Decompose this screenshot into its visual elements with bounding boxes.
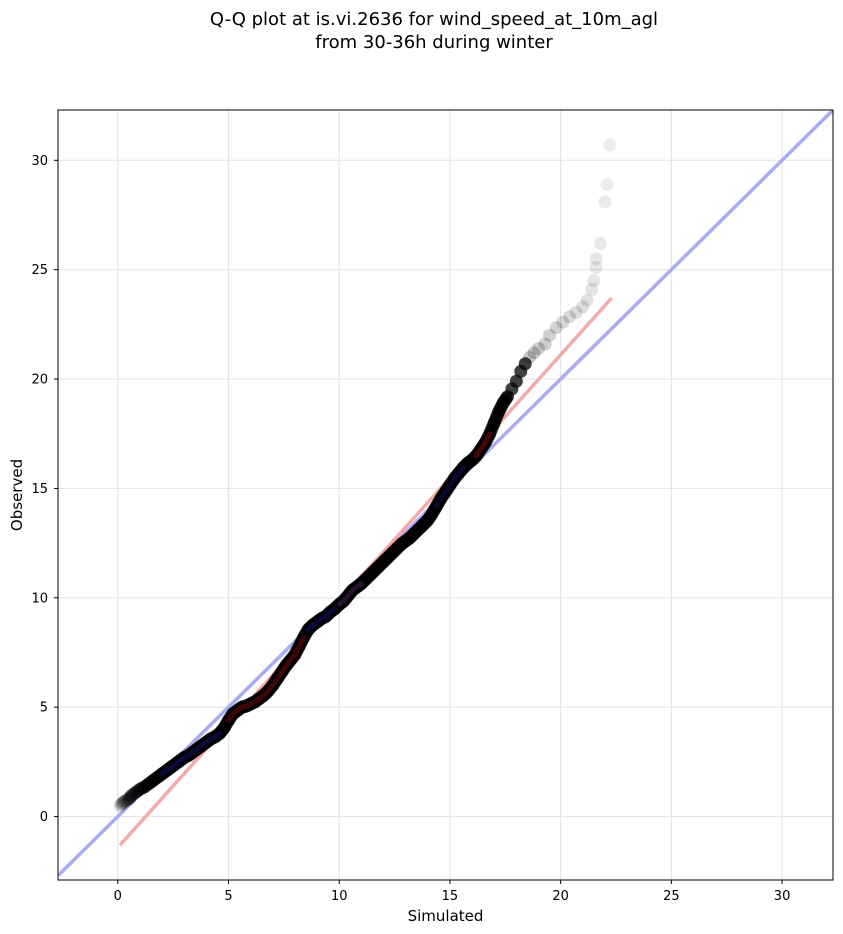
data-point bbox=[600, 177, 614, 191]
data-point bbox=[543, 328, 557, 342]
plot-frame bbox=[57, 109, 834, 881]
data-point-fill bbox=[114, 798, 128, 812]
x-axis-label: Simulated bbox=[408, 907, 484, 925]
data-point-fill bbox=[117, 795, 131, 809]
x-tick-label: 10 bbox=[331, 889, 348, 904]
data-point-fill bbox=[126, 787, 140, 801]
data-points bbox=[113, 138, 616, 813]
x-tick-label: 30 bbox=[774, 889, 791, 904]
data-point bbox=[585, 282, 599, 296]
axis-ticks: 0 5 10 15 20 25 30 0 5 10 15 20 25 30 bbox=[31, 154, 790, 904]
data-point bbox=[124, 789, 138, 803]
data-point-fill bbox=[114, 798, 128, 812]
chart-title-line-1: Q-Q plot at is.vi.2636 for wind_speed_at… bbox=[209, 9, 659, 30]
y-axis-label: Observed bbox=[8, 459, 26, 531]
line-overlap-highlight bbox=[474, 431, 493, 459]
data-point bbox=[509, 374, 523, 388]
data-point bbox=[129, 786, 142, 799]
data-point bbox=[602, 138, 616, 152]
data-point-fill bbox=[116, 796, 130, 810]
data-point bbox=[549, 321, 563, 335]
data-point bbox=[527, 346, 541, 360]
data-point bbox=[569, 305, 583, 319]
x-tick-label: 20 bbox=[552, 889, 569, 904]
x-tick-label: 5 bbox=[224, 889, 232, 904]
y-tick-label: 5 bbox=[40, 701, 48, 716]
x-tick-label: 15 bbox=[442, 889, 459, 904]
data-point bbox=[576, 300, 590, 314]
data-point-fill bbox=[122, 791, 136, 805]
data-point bbox=[589, 261, 603, 274]
data-point-fill bbox=[127, 786, 141, 800]
data-point bbox=[598, 195, 612, 209]
data-point-fill bbox=[123, 790, 137, 804]
data-point bbox=[523, 350, 537, 364]
data-point-fill bbox=[119, 794, 133, 808]
line-overlap-highlight bbox=[305, 606, 338, 632]
y-tick-label: 30 bbox=[31, 154, 48, 169]
data-point bbox=[122, 792, 136, 806]
chart-title-line-2: from 30-36h during winter bbox=[315, 32, 553, 53]
data-point bbox=[594, 236, 607, 250]
data-point bbox=[532, 341, 545, 355]
y-tick-label: 25 bbox=[31, 263, 48, 278]
y-tick-label: 10 bbox=[31, 591, 48, 606]
chart-title: Q-Q plot at is.vi.2636 for wind_speed_at… bbox=[0, 8, 843, 54]
line-overlap-highlight bbox=[434, 465, 466, 509]
x-tick-label: 25 bbox=[663, 889, 680, 904]
y-tick-label: 0 bbox=[40, 810, 48, 825]
y-tick-label: 20 bbox=[31, 373, 48, 388]
data-point bbox=[587, 274, 601, 288]
data-point-fill bbox=[124, 790, 138, 804]
data-point bbox=[113, 799, 127, 813]
line-overlap-highlight bbox=[336, 581, 364, 607]
data-point-fill bbox=[121, 793, 135, 807]
line-overlap-highlight bbox=[226, 634, 307, 723]
data-point-fill bbox=[116, 795, 130, 809]
data-point-fill bbox=[131, 784, 145, 798]
data-point bbox=[589, 252, 603, 266]
data-point-fill bbox=[115, 797, 129, 811]
data-point bbox=[115, 796, 129, 810]
data-point bbox=[538, 337, 552, 351]
data-point-fill bbox=[125, 788, 139, 802]
data-point bbox=[563, 310, 576, 324]
data-point bbox=[556, 315, 570, 329]
data-point-fill bbox=[120, 793, 134, 807]
data-point bbox=[117, 794, 131, 808]
line-overlap-highlight bbox=[159, 730, 223, 777]
data-point bbox=[518, 357, 532, 371]
data-point bbox=[580, 293, 594, 307]
x-tick-label: 0 bbox=[114, 889, 122, 904]
y-tick-label: 15 bbox=[31, 482, 48, 497]
data-point-fill bbox=[132, 783, 146, 797]
data-point-fill bbox=[130, 785, 144, 799]
